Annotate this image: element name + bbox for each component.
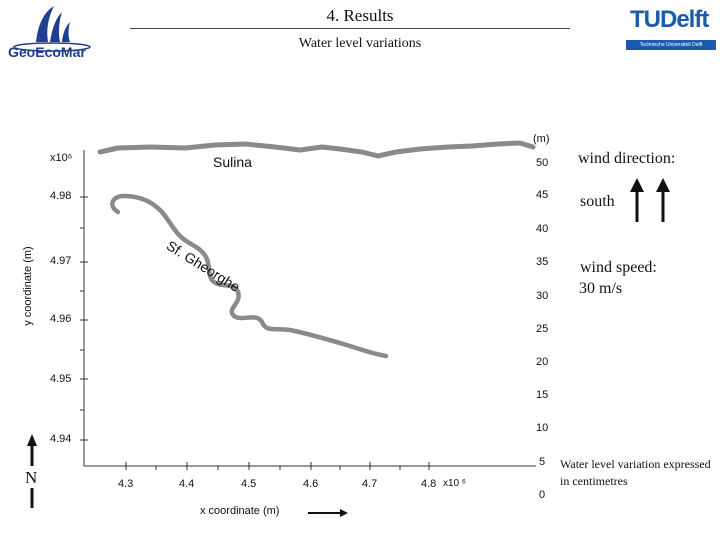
x-tick-label: 4.4 [179, 478, 195, 490]
scale-label: 50 [536, 157, 549, 169]
scale-label: 5 [539, 456, 546, 468]
scale-label: 25 [536, 323, 549, 335]
scale-label: 0 [539, 489, 546, 501]
x-tick-label: 4.8 [421, 478, 437, 490]
wind-speed-value: 30 m/s [579, 280, 623, 297]
y-tick-marks [80, 196, 88, 441]
wind-direction-value: south [580, 193, 615, 210]
scale-unit-label: (m) [533, 133, 550, 145]
north-arrow-head-icon [27, 434, 37, 446]
sulina-coastline [97, 140, 536, 159]
water-level-note: Water level variation expressed in centi… [560, 457, 711, 488]
y-axis-label: y coordinate (m) [22, 246, 34, 326]
x-axis-multiplier: x10 ⁶ [443, 478, 467, 489]
x-tick-label: 4.3 [118, 478, 134, 490]
x-tick-label: 4.6 [303, 478, 319, 490]
page-subtitle: Water level variations [298, 36, 422, 51]
scale-label: 35 [536, 256, 549, 268]
y-tick-label: 4.97 [50, 255, 72, 267]
y-tick-label: 4.98 [50, 190, 72, 202]
x-tick-marks [125, 462, 430, 470]
geoecomar-logo-text: GeoEcoMar [8, 44, 86, 60]
x-tick-label: 4.5 [241, 478, 257, 490]
y-tick-label: 4.96 [50, 313, 72, 325]
y-tick-label: 4.95 [50, 373, 72, 385]
wind-speed-label: wind speed: [580, 259, 657, 276]
x-tick-label: 4.7 [362, 478, 378, 490]
scale-label: 45 [536, 189, 549, 201]
scale-label: 15 [536, 389, 549, 401]
north-label: N [25, 468, 38, 487]
wind-direction-arrows-icon [630, 178, 670, 222]
scale-label: 10 [536, 422, 549, 434]
y-axis-multiplier: x10⁶ [50, 152, 73, 164]
tudelft-logo-tagline: Technische Universiteit Delft [626, 40, 716, 50]
wind-direction-label: wind direction: [578, 150, 676, 167]
title-divider [130, 28, 570, 29]
tudelft-logo: TUDelft Technische Universiteit Delft [622, 6, 716, 52]
geoecomar-logo: GeoEcoMar [6, 4, 98, 62]
x-axis-label: x coordinate (m) [200, 505, 280, 517]
x-direction-arrowhead-icon [340, 509, 348, 517]
page-title: 4. Results [326, 6, 394, 25]
scale-label: 30 [536, 290, 549, 302]
st-gheorghe-channel [110, 193, 389, 359]
sulina-label: Sulina [213, 154, 252, 170]
y-tick-label: 4.94 [50, 433, 72, 445]
scale-label: 40 [536, 223, 549, 235]
scale-label: 20 [536, 356, 549, 368]
geoecomar-logo-mark [13, 6, 91, 52]
tudelft-logo-text: TUDelft [630, 6, 709, 33]
